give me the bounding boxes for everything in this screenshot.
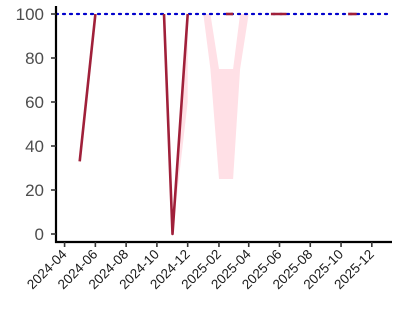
y-tick-label-40: 40	[25, 137, 44, 156]
axes	[51, 6, 392, 247]
y-tick-labels: 0 20 40 60 80 100	[16, 5, 44, 244]
confidence-bands	[172, 14, 249, 234]
y-tick-label-20: 20	[25, 181, 44, 200]
series-line-segment-0	[78, 13, 97, 162]
y-tick-label-100: 100	[16, 5, 44, 24]
y-tick-label-60: 60	[25, 93, 44, 112]
confidence-band-1	[203, 14, 249, 179]
y-tick-label-0: 0	[35, 225, 44, 244]
series-line-segment-1	[162, 13, 189, 236]
data-series	[78, 12, 357, 236]
x-tick-labels: 2024-042024-062024-082024-102024-122025-…	[24, 246, 377, 292]
y-tick-label-80: 80	[25, 49, 44, 68]
